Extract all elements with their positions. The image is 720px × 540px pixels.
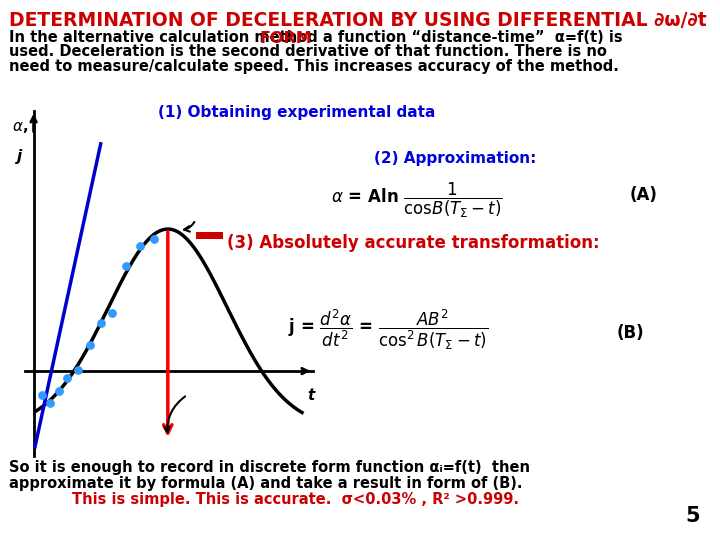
Point — [36, 390, 48, 399]
Point — [148, 234, 160, 243]
Point — [106, 308, 117, 317]
Text: used. Deceleration is the second derivative of that function. There is no: used. Deceleration is the second derivat… — [9, 44, 607, 59]
Text: j = $\dfrac{d^2\alpha}{dt^2}$ = $\dfrac{AB^2}{\cos^2 B(T_{\Sigma} - t)}$: j = $\dfrac{d^2\alpha}{dt^2}$ = $\dfrac{… — [288, 308, 488, 352]
Text: (1) Obtaining experimental data: (1) Obtaining experimental data — [158, 105, 436, 120]
Point — [73, 366, 84, 374]
Point — [45, 399, 56, 408]
Text: (2) Approximation:: (2) Approximation: — [374, 151, 537, 166]
Text: $\alpha$ = Aln $\dfrac{1}{\mathrm{cos}B(T_{\Sigma} - t)}$: $\alpha$ = Aln $\dfrac{1}{\mathrm{cos}B(… — [331, 181, 503, 220]
Text: DETERMINATION OF DECELERATION BY USING DIFFERENTIAL ∂ω/∂t: DETERMINATION OF DECELERATION BY USING D… — [9, 11, 707, 30]
Point — [84, 340, 95, 349]
Text: j: j — [17, 148, 22, 164]
Text: So it is enough to record in discrete form function αᵢ=f(t)  then: So it is enough to record in discrete fo… — [9, 460, 531, 475]
Text: 5: 5 — [685, 507, 700, 526]
Point — [95, 319, 107, 327]
Text: (3) Absolutely accurate transformation:: (3) Absolutely accurate transformation: — [227, 234, 600, 252]
Text: t: t — [307, 388, 315, 403]
Text: $\alpha$,: $\alpha$, — [12, 120, 27, 135]
Text: approximate it by formula (A) and take a result in form of (B).: approximate it by formula (A) and take a… — [9, 476, 523, 491]
Point — [134, 241, 145, 250]
Point — [61, 374, 73, 382]
Text: need to measure/calculate speed. This increases accuracy of the method.: need to measure/calculate speed. This in… — [9, 59, 619, 74]
Text: In the alternative calculation method a function “distance-time”  α=f(t) is: In the alternative calculation method a … — [9, 30, 623, 45]
Text: FORM: FORM — [259, 31, 312, 46]
Text: (B): (B) — [616, 324, 644, 342]
Point — [120, 261, 132, 270]
Text: (A): (A) — [630, 186, 658, 204]
Text: This is simple. This is accurate.  σ<0.03% , R² >0.999.: This is simple. This is accurate. σ<0.03… — [72, 492, 519, 508]
Point — [53, 387, 65, 395]
